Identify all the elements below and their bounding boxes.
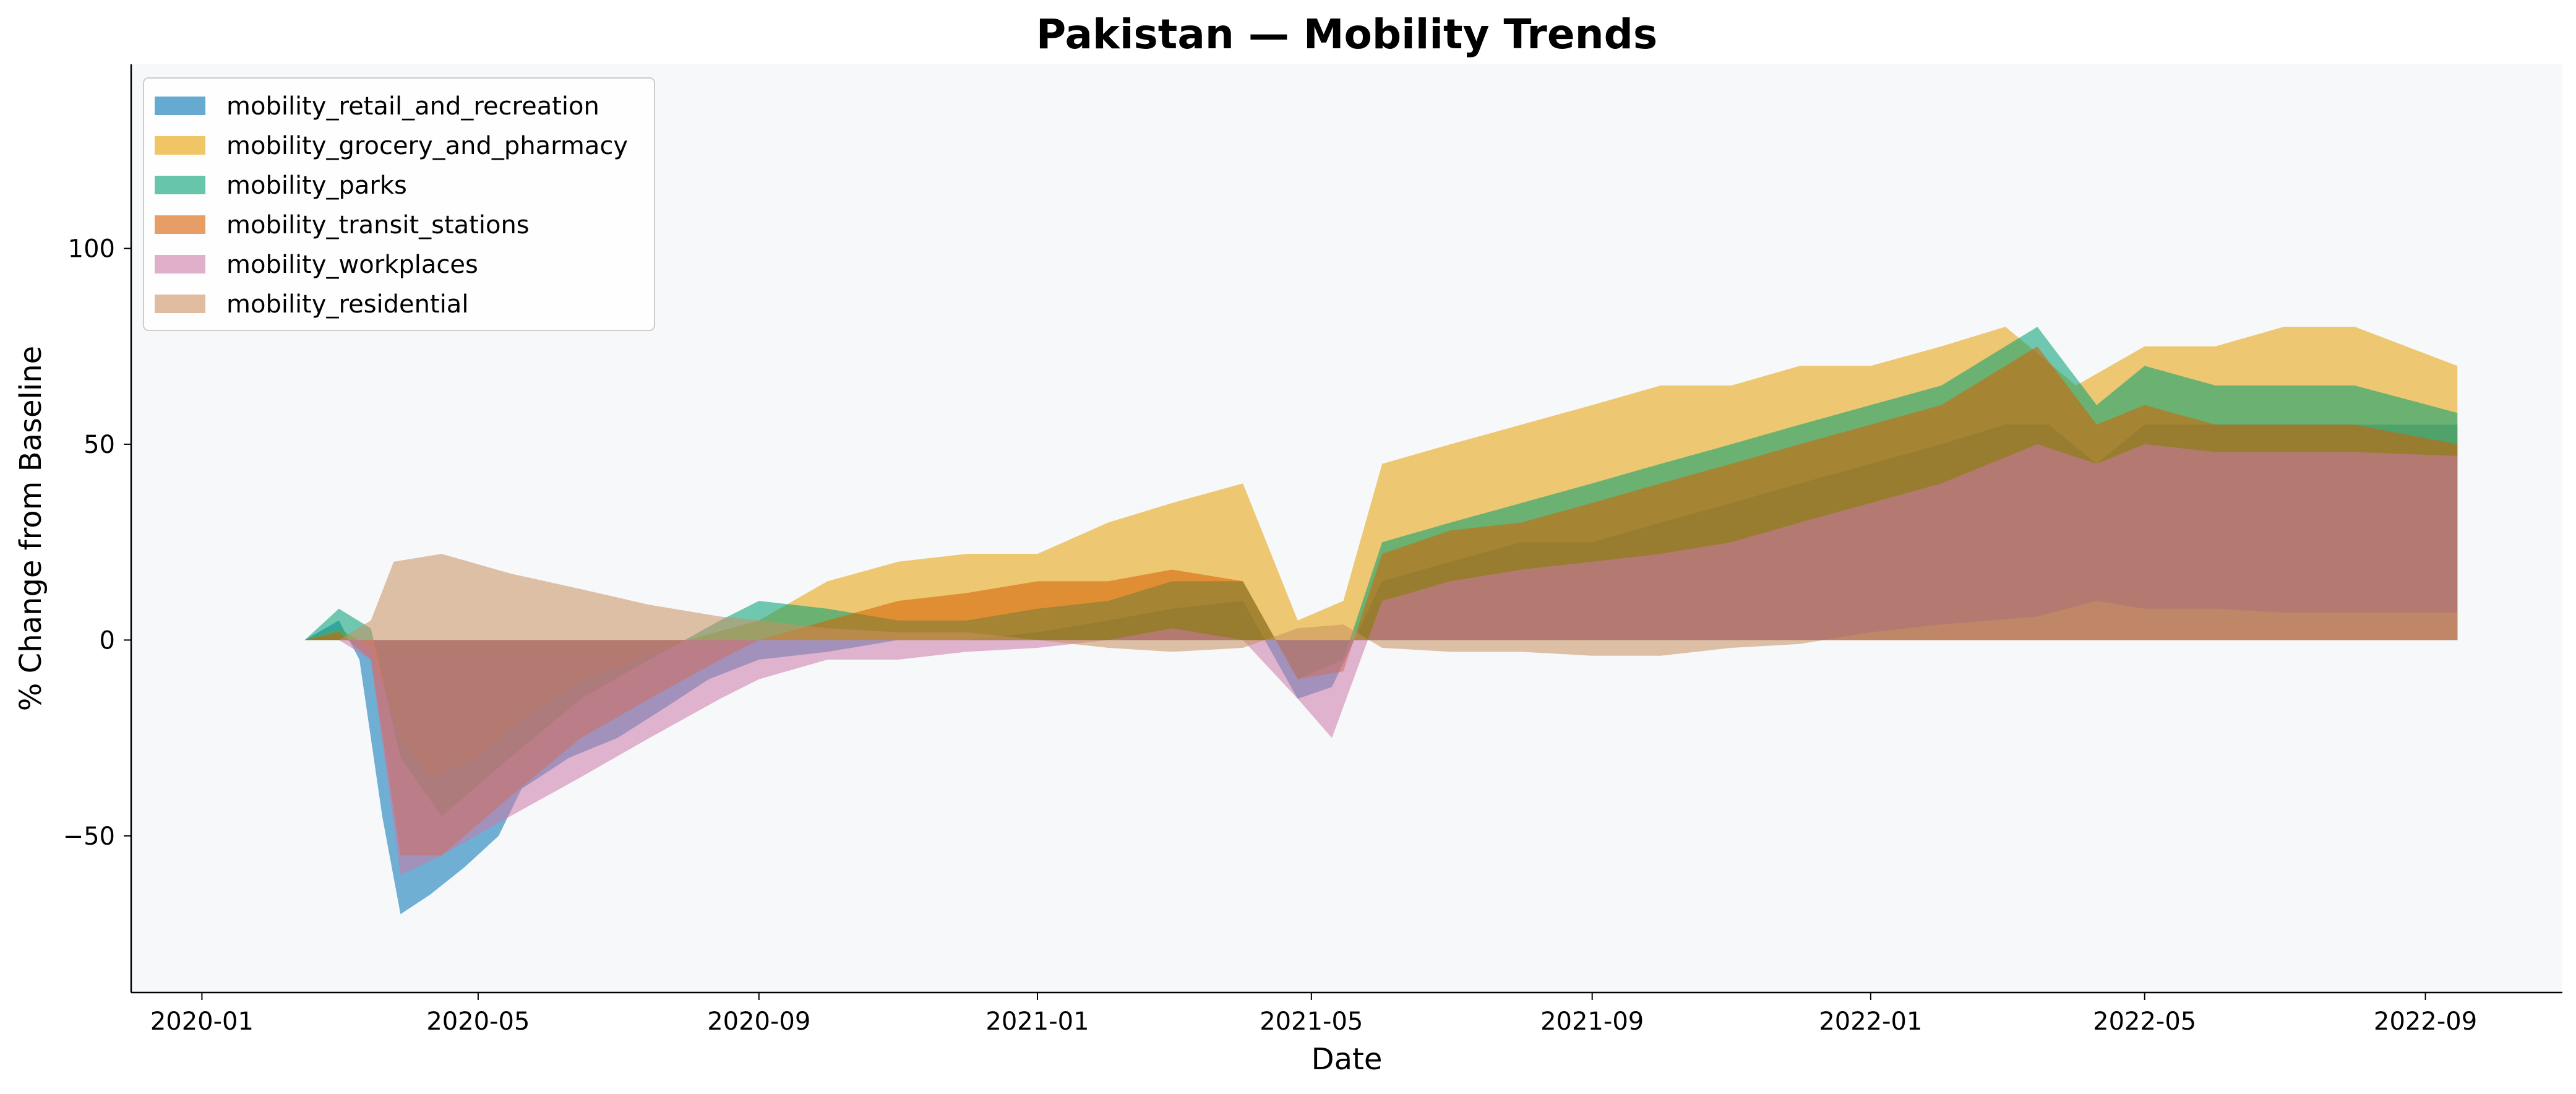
ticks: 2020-01 2020-05 2020-09 2021-01 2021-05 2021-… (63, 235, 2478, 1036)
x-tick-label: 2022-09 (2374, 1007, 2477, 1036)
x-axis-label: Date (1312, 1042, 1383, 1077)
legend-label: mobility_retail_and_recreation (226, 92, 599, 121)
legend-label: mobility_residential (226, 290, 468, 319)
axes (130, 64, 2562, 994)
area-mobility-residential (304, 554, 2458, 656)
legend-label: mobility_workplaces (226, 251, 478, 279)
x-tick-label: 2020-01 (150, 1007, 254, 1036)
series-layer (304, 327, 2458, 915)
legend-swatch (155, 295, 205, 313)
legend-swatch (155, 136, 205, 155)
legend: mobility_retail_and_recreation mobility_g… (143, 77, 655, 331)
x-tick-label: 2022-05 (2093, 1007, 2196, 1036)
x-tick-label: 2021-05 (1260, 1007, 1363, 1036)
legend-label: mobility_grocery_and_pharmacy (226, 132, 628, 160)
x-tick-label: 2020-09 (707, 1007, 810, 1036)
area-mobility-workplaces (304, 444, 2458, 876)
x-tick-label: 2021-09 (1540, 1007, 1644, 1036)
legend-swatch (155, 176, 205, 194)
x-tick-label: 2022-01 (1819, 1007, 1922, 1036)
y-tick-label: 50 (84, 431, 115, 459)
area-mobility-transit-stations (304, 346, 2458, 856)
legend-swatch (155, 215, 205, 234)
legend-label: mobility_transit_stations (226, 211, 530, 239)
legend-swatch (155, 97, 205, 115)
x-tick-label: 2021-01 (985, 1007, 1089, 1036)
legend-box (143, 77, 655, 331)
x-tick-label: 2020-05 (426, 1007, 530, 1036)
y-tick-label: 0 (100, 626, 115, 655)
chart-title: Pakistan — Mobility Trends (1036, 11, 1657, 58)
legend-label: mobility_parks (226, 171, 407, 200)
y-axis-label: % Change from Baseline (14, 346, 48, 711)
y-tick-label: −50 (63, 822, 115, 851)
legend-swatch (155, 255, 205, 274)
y-tick-label: 100 (68, 235, 115, 263)
